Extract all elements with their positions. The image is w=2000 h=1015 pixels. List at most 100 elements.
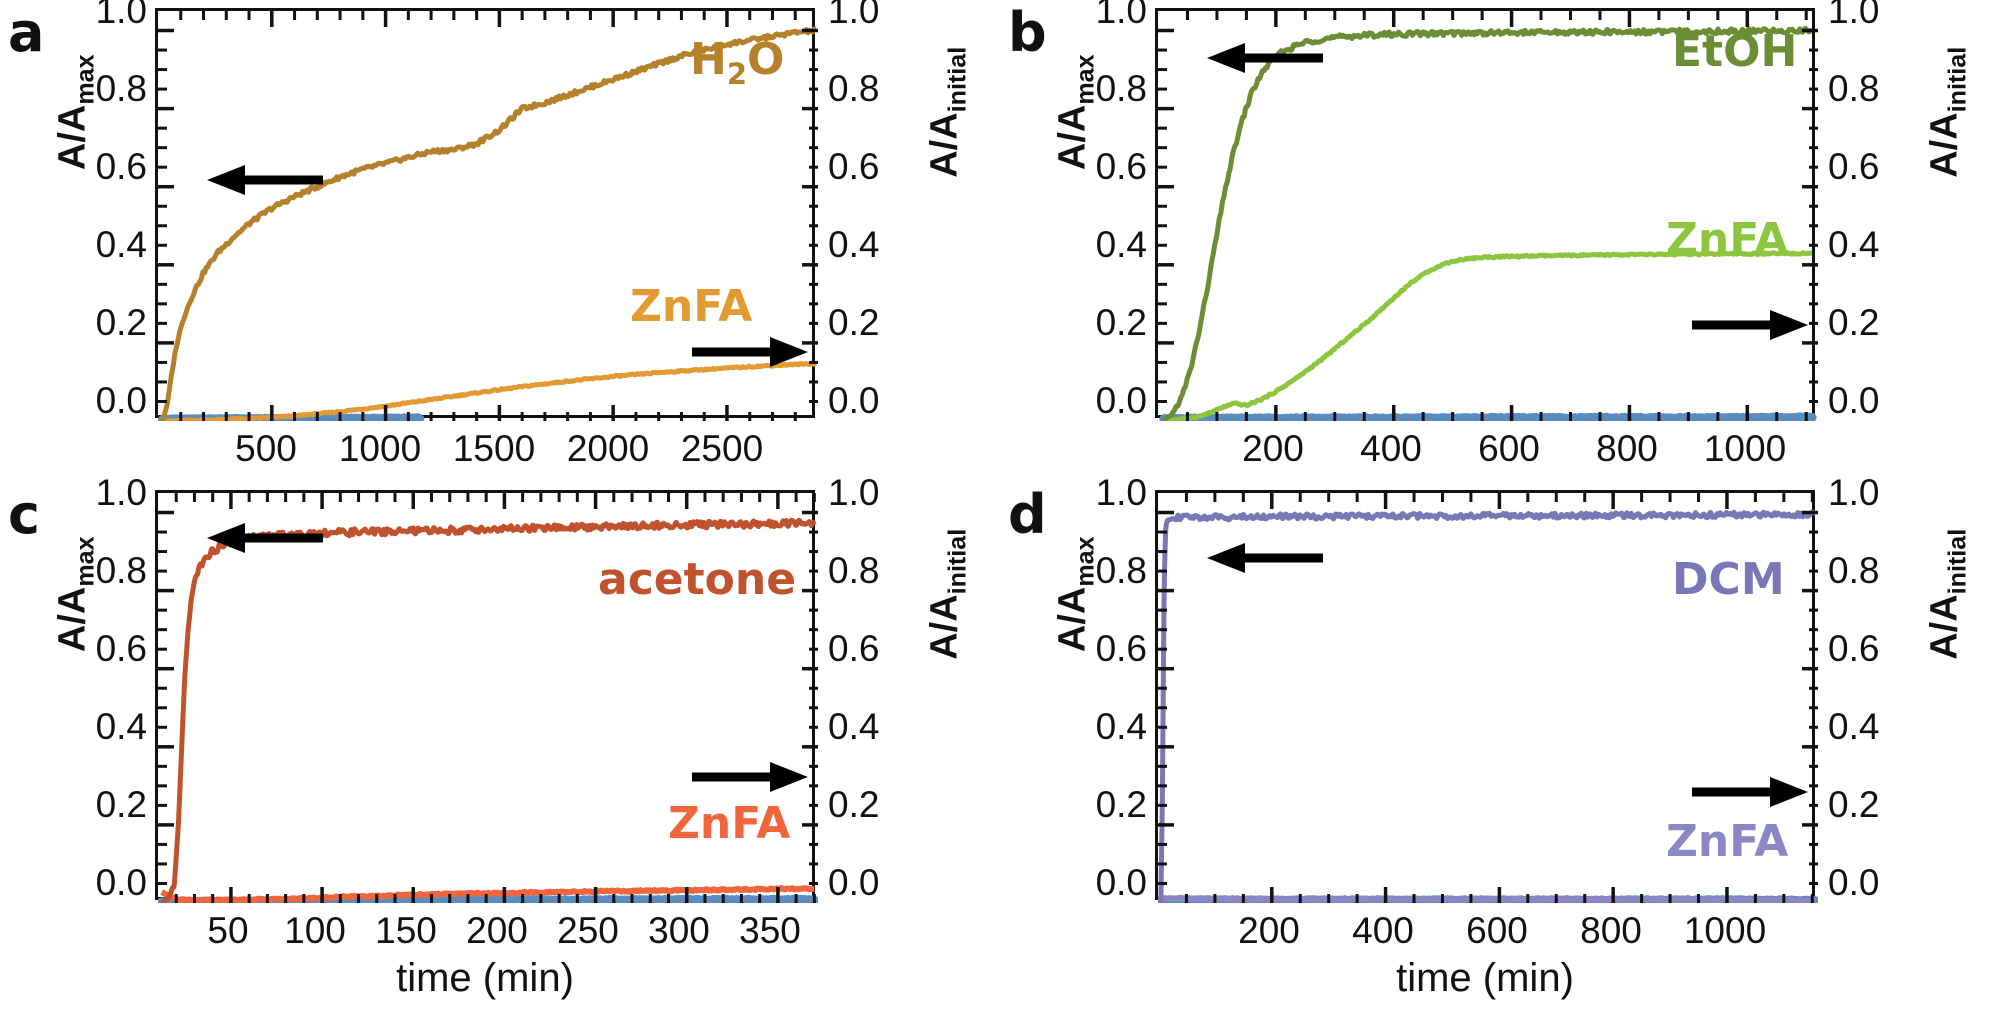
ytick-left-c-3: 0.4 (95, 706, 147, 747)
right-arrow-c (692, 762, 808, 792)
ytick-right-a-3: 0.4 (828, 224, 880, 265)
znfa-curve-c (160, 885, 816, 903)
xtick-c-2: 150 (375, 910, 437, 951)
ytick-left-d-4: 0.2 (1095, 784, 1147, 825)
ytick-right-b-3: 0.4 (1828, 224, 1880, 265)
ytick-left-a-3: 0.4 (95, 224, 147, 265)
ytick-left-c-0: 1.0 (95, 472, 147, 513)
left-arrow-c (207, 523, 323, 553)
axis-title-right-main-c: A/A (923, 594, 966, 660)
ytick-right-d-3: 0.4 (1828, 706, 1880, 747)
axis-title-right-main-d: A/A (1923, 594, 1966, 660)
ytick-left-d-3: 0.4 (1095, 706, 1147, 747)
panel-d: d A/Amax A/Ainitial 1.0 0.8 0.6 0.4 0.2 … (1000, 472, 2000, 1015)
xtick-a-1: 1000 (338, 428, 422, 469)
ytick-right-c-3: 0.4 (828, 706, 880, 747)
ytick-left-b-0: 1.0 (1095, 0, 1147, 31)
ytick-right-d-1: 0.8 (1828, 550, 1880, 591)
ytick-left-d-0: 1.0 (1095, 472, 1147, 513)
curves-d (1158, 509, 1818, 903)
ytick-right-b-0: 1.0 (1828, 0, 1880, 31)
axis-title-right-c: A/Ainitial (924, 489, 973, 699)
solvent-label-d: DCM (1672, 554, 1785, 605)
axis-title-x-d: time (min) (1396, 956, 1574, 1000)
left-arrow-d (1207, 543, 1323, 573)
panel-letter-d: d (1008, 483, 1047, 546)
axis-title-right-main-a: A/A (923, 112, 966, 178)
xtick-a-3: 2000 (566, 428, 650, 469)
ytick-right-b-5: 0.0 (1828, 380, 1880, 421)
xtick-b-1: 400 (1360, 428, 1422, 469)
ytick-right-a-5: 0.0 (828, 380, 880, 421)
znfa-label-a: ZnFA (630, 281, 753, 332)
znfa-label-d: ZnFA (1666, 816, 1789, 867)
solvent-label-a: H2O (690, 38, 784, 89)
baseline-curve-b (1159, 412, 1817, 421)
znfa-label-c: ZnFA (668, 798, 791, 849)
xtick-c-1: 100 (284, 910, 346, 951)
ytick-right-a-1: 0.8 (828, 68, 880, 109)
ytick-left-a-4: 0.2 (95, 302, 147, 343)
ytick-right-d-4: 0.2 (1828, 784, 1880, 825)
right-arrow-d (1692, 777, 1808, 807)
ytick-left-c-5: 0.0 (95, 862, 147, 903)
ytick-right-a-0: 1.0 (828, 0, 880, 31)
ytick-right-c-4: 0.2 (828, 784, 880, 825)
ytick-left-b-5: 0.0 (1095, 380, 1147, 421)
panel-c: c A/Amax A/Ainitial 1.0 0.8 0.6 0.4 0.2 … (0, 472, 1000, 1015)
ytick-right-a-2: 0.6 (828, 146, 880, 187)
xtick-b-0: 200 (1242, 428, 1304, 469)
ytick-right-c-0: 1.0 (828, 472, 880, 513)
xtick-d-1: 400 (1352, 910, 1414, 951)
left-arrow-b (1207, 43, 1323, 73)
ytick-left-b-3: 0.4 (1095, 224, 1147, 265)
panel-letter-a: a (8, 1, 45, 64)
ytick-right-d-2: 0.6 (1828, 628, 1880, 669)
axis-title-right-main-b: A/A (1923, 112, 1966, 178)
xtick-c-6: 350 (739, 910, 801, 951)
xtick-d-3: 800 (1580, 910, 1642, 951)
xtick-c-3: 200 (466, 910, 528, 951)
ytick-right-c-5: 0.0 (828, 862, 880, 903)
axis-title-right-sub-d: initial (1943, 528, 1972, 595)
xtick-a-0: 500 (235, 428, 297, 469)
xtick-b-2: 600 (1478, 428, 1540, 469)
xtick-a-2: 1500 (452, 428, 536, 469)
left-arrow-a (207, 165, 323, 195)
znfa-curve-b (1162, 250, 1814, 421)
ytick-left-b-4: 0.2 (1095, 302, 1147, 343)
xtick-d-4: 1000 (1683, 910, 1767, 951)
axis-title-x-c: time (min) (396, 956, 574, 1000)
znfa-label-b: ZnFA (1666, 214, 1789, 265)
solvent-label-b: EtOH (1672, 26, 1798, 77)
ytick-right-a-4: 0.2 (828, 302, 880, 343)
xtick-c-0: 50 (207, 910, 249, 951)
axis-title-right-sub-c: initial (943, 528, 972, 595)
xtick-a-4: 2500 (680, 428, 764, 469)
right-arrow-a (692, 337, 808, 367)
solvent-curve-a (160, 26, 817, 421)
ytick-right-b-1: 0.8 (1828, 68, 1880, 109)
ytick-right-c-2: 0.6 (828, 628, 880, 669)
xtick-d-2: 600 (1466, 910, 1528, 951)
znfa-curve-d (1159, 894, 1817, 903)
axis-title-right-b: A/Ainitial (1924, 7, 1973, 217)
xtick-b-3: 800 (1596, 428, 1658, 469)
ytick-right-c-1: 0.8 (828, 550, 880, 591)
ytick-right-b-4: 0.2 (1828, 302, 1880, 343)
xtick-c-4: 250 (557, 910, 619, 951)
right-arrow-b (1692, 310, 1808, 340)
ytick-left-a-0: 1.0 (95, 0, 147, 31)
ytick-left-a-5: 0.0 (95, 380, 147, 421)
ytick-left-a-1: 0.8 (95, 68, 147, 109)
ytick-right-d-0: 1.0 (1828, 472, 1880, 513)
xtick-c-5: 300 (648, 910, 710, 951)
ytick-left-c-2: 0.6 (95, 628, 147, 669)
panel-letter-b: b (1008, 1, 1047, 64)
ytick-left-c-4: 0.2 (95, 784, 147, 825)
axis-title-right-sub-a: initial (943, 46, 972, 113)
ytick-right-d-5: 0.0 (1828, 862, 1880, 903)
solvent-label-c: acetone (598, 554, 797, 605)
solvent-label-main-a: H (690, 34, 727, 85)
solvent-curve-d (1158, 509, 1817, 903)
